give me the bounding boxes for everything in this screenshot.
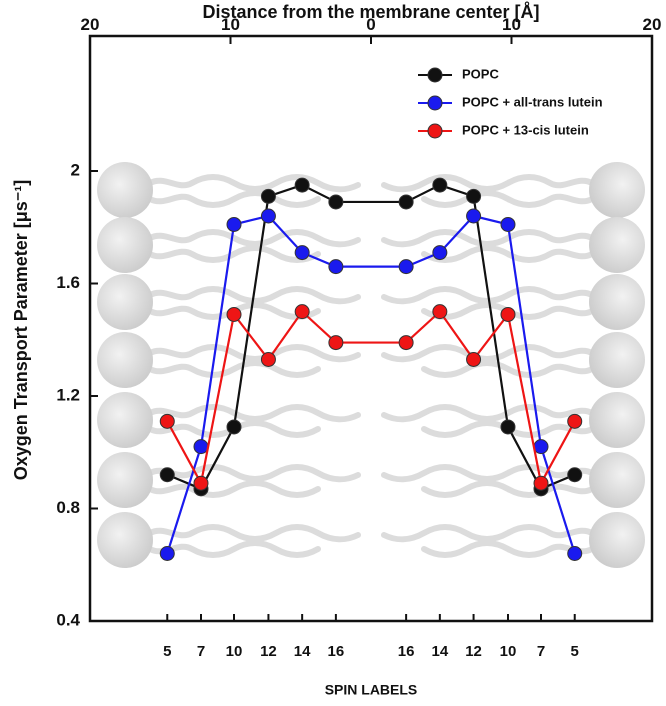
y-tick-label: 1.2 [56, 385, 80, 404]
data-point [398, 335, 414, 351]
data-point [432, 177, 448, 193]
legend-marker [427, 95, 443, 111]
data-point [260, 188, 276, 204]
x-tick-label: 12 [465, 643, 482, 660]
data-point [466, 208, 482, 224]
data-point [226, 216, 242, 232]
top-axis-title: Distance from the membrane center [Å] [202, 2, 539, 22]
series-line [166, 309, 576, 487]
data-point [294, 304, 310, 320]
data-point [533, 475, 549, 491]
top-tick-label: 20 [81, 15, 100, 34]
data-point [500, 419, 516, 435]
x-tick-label: 5 [571, 643, 579, 660]
y-tick-label: 0.8 [56, 498, 80, 517]
data-point [328, 259, 344, 275]
data-point [294, 177, 310, 193]
x-tick-label: 7 [197, 643, 205, 660]
legend-label: POPC + all-trans lutein [462, 94, 603, 109]
top-tick-label: 20 [643, 15, 662, 34]
x-tick-label: 14 [294, 643, 311, 660]
data-point [226, 419, 242, 435]
x-tick-label: 16 [328, 643, 345, 660]
legend-label: POPC + 13-cis lutein [462, 122, 589, 137]
data-point [398, 259, 414, 275]
data-point [226, 306, 242, 322]
top-tick-label: 0 [366, 15, 375, 34]
data-point [466, 351, 482, 367]
data-point [193, 475, 209, 491]
data-point [159, 413, 175, 429]
legend-marker [427, 123, 443, 139]
y-tick-label: 2 [71, 160, 80, 179]
legend-marker [427, 67, 443, 83]
x-tick-label: 12 [260, 643, 277, 660]
membrane-illustration [97, 162, 645, 568]
data-point [432, 304, 448, 320]
data-point [398, 194, 414, 210]
data-point [567, 413, 583, 429]
data-point [567, 467, 583, 483]
x-tick-label: 16 [398, 643, 415, 660]
data-point [328, 194, 344, 210]
data-point [432, 245, 448, 261]
data-point [500, 216, 516, 232]
data-point [193, 439, 209, 455]
y-tick-label: 0.4 [56, 610, 80, 629]
x-tick-label: 10 [226, 643, 243, 660]
data-point [159, 546, 175, 561]
top-tick-label: 10 [221, 15, 240, 34]
data-point [328, 335, 344, 351]
legend-label: POPC [462, 66, 499, 81]
data-point [466, 188, 482, 204]
top-tick-label: 10 [502, 15, 521, 34]
x-tick-label: 10 [500, 643, 517, 660]
data-point [500, 306, 516, 322]
x-tick-label: 7 [537, 643, 545, 660]
x-tick-label: 5 [163, 643, 171, 660]
data-point [260, 208, 276, 224]
x-axis-title: SPIN LABELS [325, 682, 418, 698]
data-point [260, 351, 276, 367]
y-axis-title: Oxygen Transport Parameter [μs⁻¹] [11, 180, 31, 481]
x-tick-label: 14 [432, 643, 449, 660]
data-point [533, 439, 549, 455]
data-point [294, 245, 310, 261]
data-point [159, 467, 175, 483]
series-line [166, 214, 576, 554]
data-point [567, 546, 583, 561]
series-line [166, 183, 576, 491]
y-tick-label: 1.6 [56, 273, 80, 292]
